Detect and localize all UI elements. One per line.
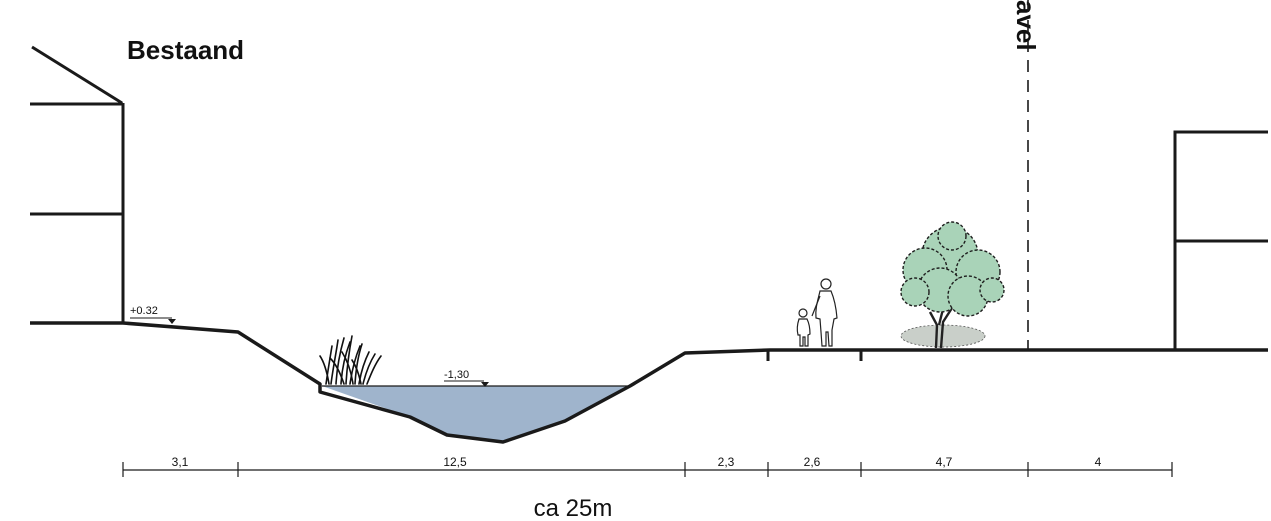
- level-marker-water: -1,30: [444, 369, 489, 387]
- dimension-label: 3,1: [172, 455, 189, 469]
- level-marker-left: +0.32: [130, 305, 176, 324]
- dimension-label: 4,7: [936, 455, 953, 469]
- path-kerbs: [766, 350, 863, 361]
- dimension-label: 12,5: [443, 455, 467, 469]
- level-label-water: -1,30: [444, 369, 469, 381]
- tree-icon: [900, 221, 1005, 349]
- level-label-left: +0.32: [130, 305, 158, 317]
- plot-boundary-label: avel: [1011, 0, 1041, 51]
- ground-profile: [30, 321, 1268, 444]
- total-width-label: ca 25m: [534, 495, 613, 521]
- dimension-label: 2,3: [718, 455, 735, 469]
- existing-building-left: [30, 45, 125, 323]
- pedestrian-child-icon: [796, 308, 811, 347]
- water-body: [322, 386, 630, 442]
- reed-icon: [319, 335, 382, 385]
- pedestrian-adult-icon: [811, 278, 838, 347]
- dimension-line: [122, 462, 1173, 477]
- dimension-label: 2,6: [804, 455, 821, 469]
- dimension-label: 4: [1095, 455, 1102, 469]
- building-right: [1173, 130, 1268, 351]
- section-title: Bestaand: [127, 35, 244, 65]
